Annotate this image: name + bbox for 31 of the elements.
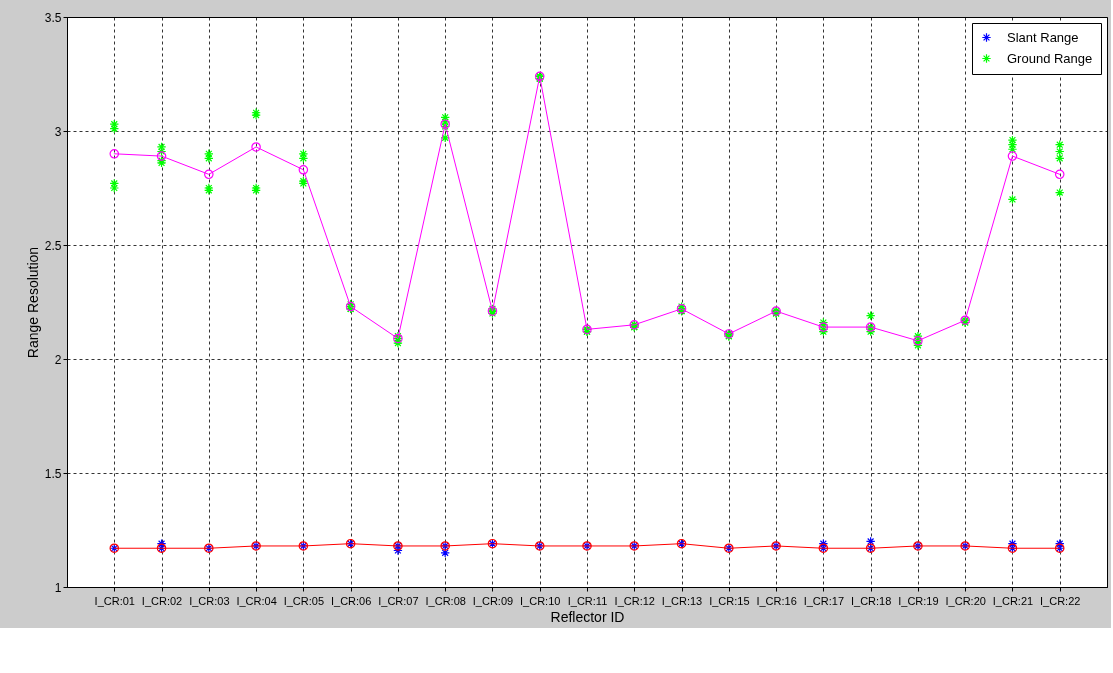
- x-axis-title: Reflector ID: [550, 608, 625, 625]
- x-tick-label: I_CR:19: [898, 594, 939, 607]
- x-tick-label: I_CR:03: [189, 594, 230, 607]
- x-tick-label: I_CR:06: [330, 594, 372, 607]
- x-tick-label: I_CR:20: [945, 594, 986, 607]
- x-tick-label: I_CR:10: [520, 594, 561, 607]
- y-tick-label: 2.5: [44, 238, 62, 253]
- x-tick-label: I_CR:17: [803, 594, 845, 607]
- x-tick-label: I_CR:13: [661, 594, 703, 607]
- x-tick-label: I_CR:09: [472, 594, 514, 607]
- y-tick-label: 3: [54, 124, 62, 139]
- x-tick-label: I_CR:07: [378, 594, 419, 607]
- legend-label: Ground Range: [1007, 50, 1093, 66]
- x-tick-label: I_CR:01: [94, 594, 135, 607]
- x-tick-label: I_CR:12: [614, 594, 655, 607]
- legend-label: Slant Range: [1007, 29, 1079, 45]
- y-tick-label: 1: [54, 580, 62, 595]
- y-tick-label: 3.5: [44, 10, 62, 25]
- x-tick-label: I_CR:21: [992, 594, 1034, 607]
- x-tick-label: I_CR:15: [709, 594, 750, 607]
- x-tick-label: I_CR:08: [425, 594, 466, 607]
- x-tick-label: I_CR:18: [850, 594, 892, 607]
- y-tick-label: 2: [54, 352, 62, 367]
- x-tick-label: I_CR:04: [236, 594, 277, 607]
- x-tick-label: I_CR:05: [283, 594, 325, 607]
- y-axis-title: Range Resolution: [24, 246, 41, 359]
- x-tick-label: I_CR:22: [1040, 594, 1081, 607]
- x-tick-label: I_CR:02: [141, 594, 183, 607]
- x-tick-label: I_CR:11: [567, 594, 608, 607]
- x-tick-label: I_CR:16: [756, 594, 797, 607]
- y-tick-label: 1.5: [44, 466, 62, 481]
